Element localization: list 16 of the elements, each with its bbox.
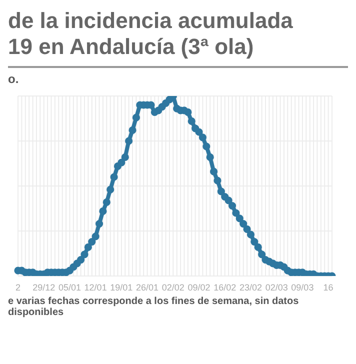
text: e varias fechas corresponde a los fines de semana, sin datos disponibles	[8, 296, 300, 318]
x-tick-label: 09/02	[188, 282, 210, 292]
x-tick-label: 29/12	[32, 282, 56, 292]
x-tick-label: 23/02	[239, 282, 262, 292]
x-tick-label: 26/01	[136, 282, 159, 292]
x-tick-label: 09/03	[291, 282, 314, 292]
x-tick-label: 02/02	[162, 282, 184, 292]
x-tick-label: 2	[15, 282, 21, 292]
chart-title: de la incidencia acumulada 19 en Andalucía (3ª ola)	[8, 8, 348, 68]
chart-subtitle: o.	[8, 72, 20, 86]
x-tick-label: 05/01	[58, 282, 81, 292]
x-tick-label: 19/01	[110, 282, 133, 292]
x-tick-label: 12/01	[84, 282, 107, 292]
x-tick-label: 16	[323, 282, 334, 292]
x-tick-label: 16/02	[214, 282, 236, 292]
x-tick-label: 02/03	[265, 282, 288, 292]
